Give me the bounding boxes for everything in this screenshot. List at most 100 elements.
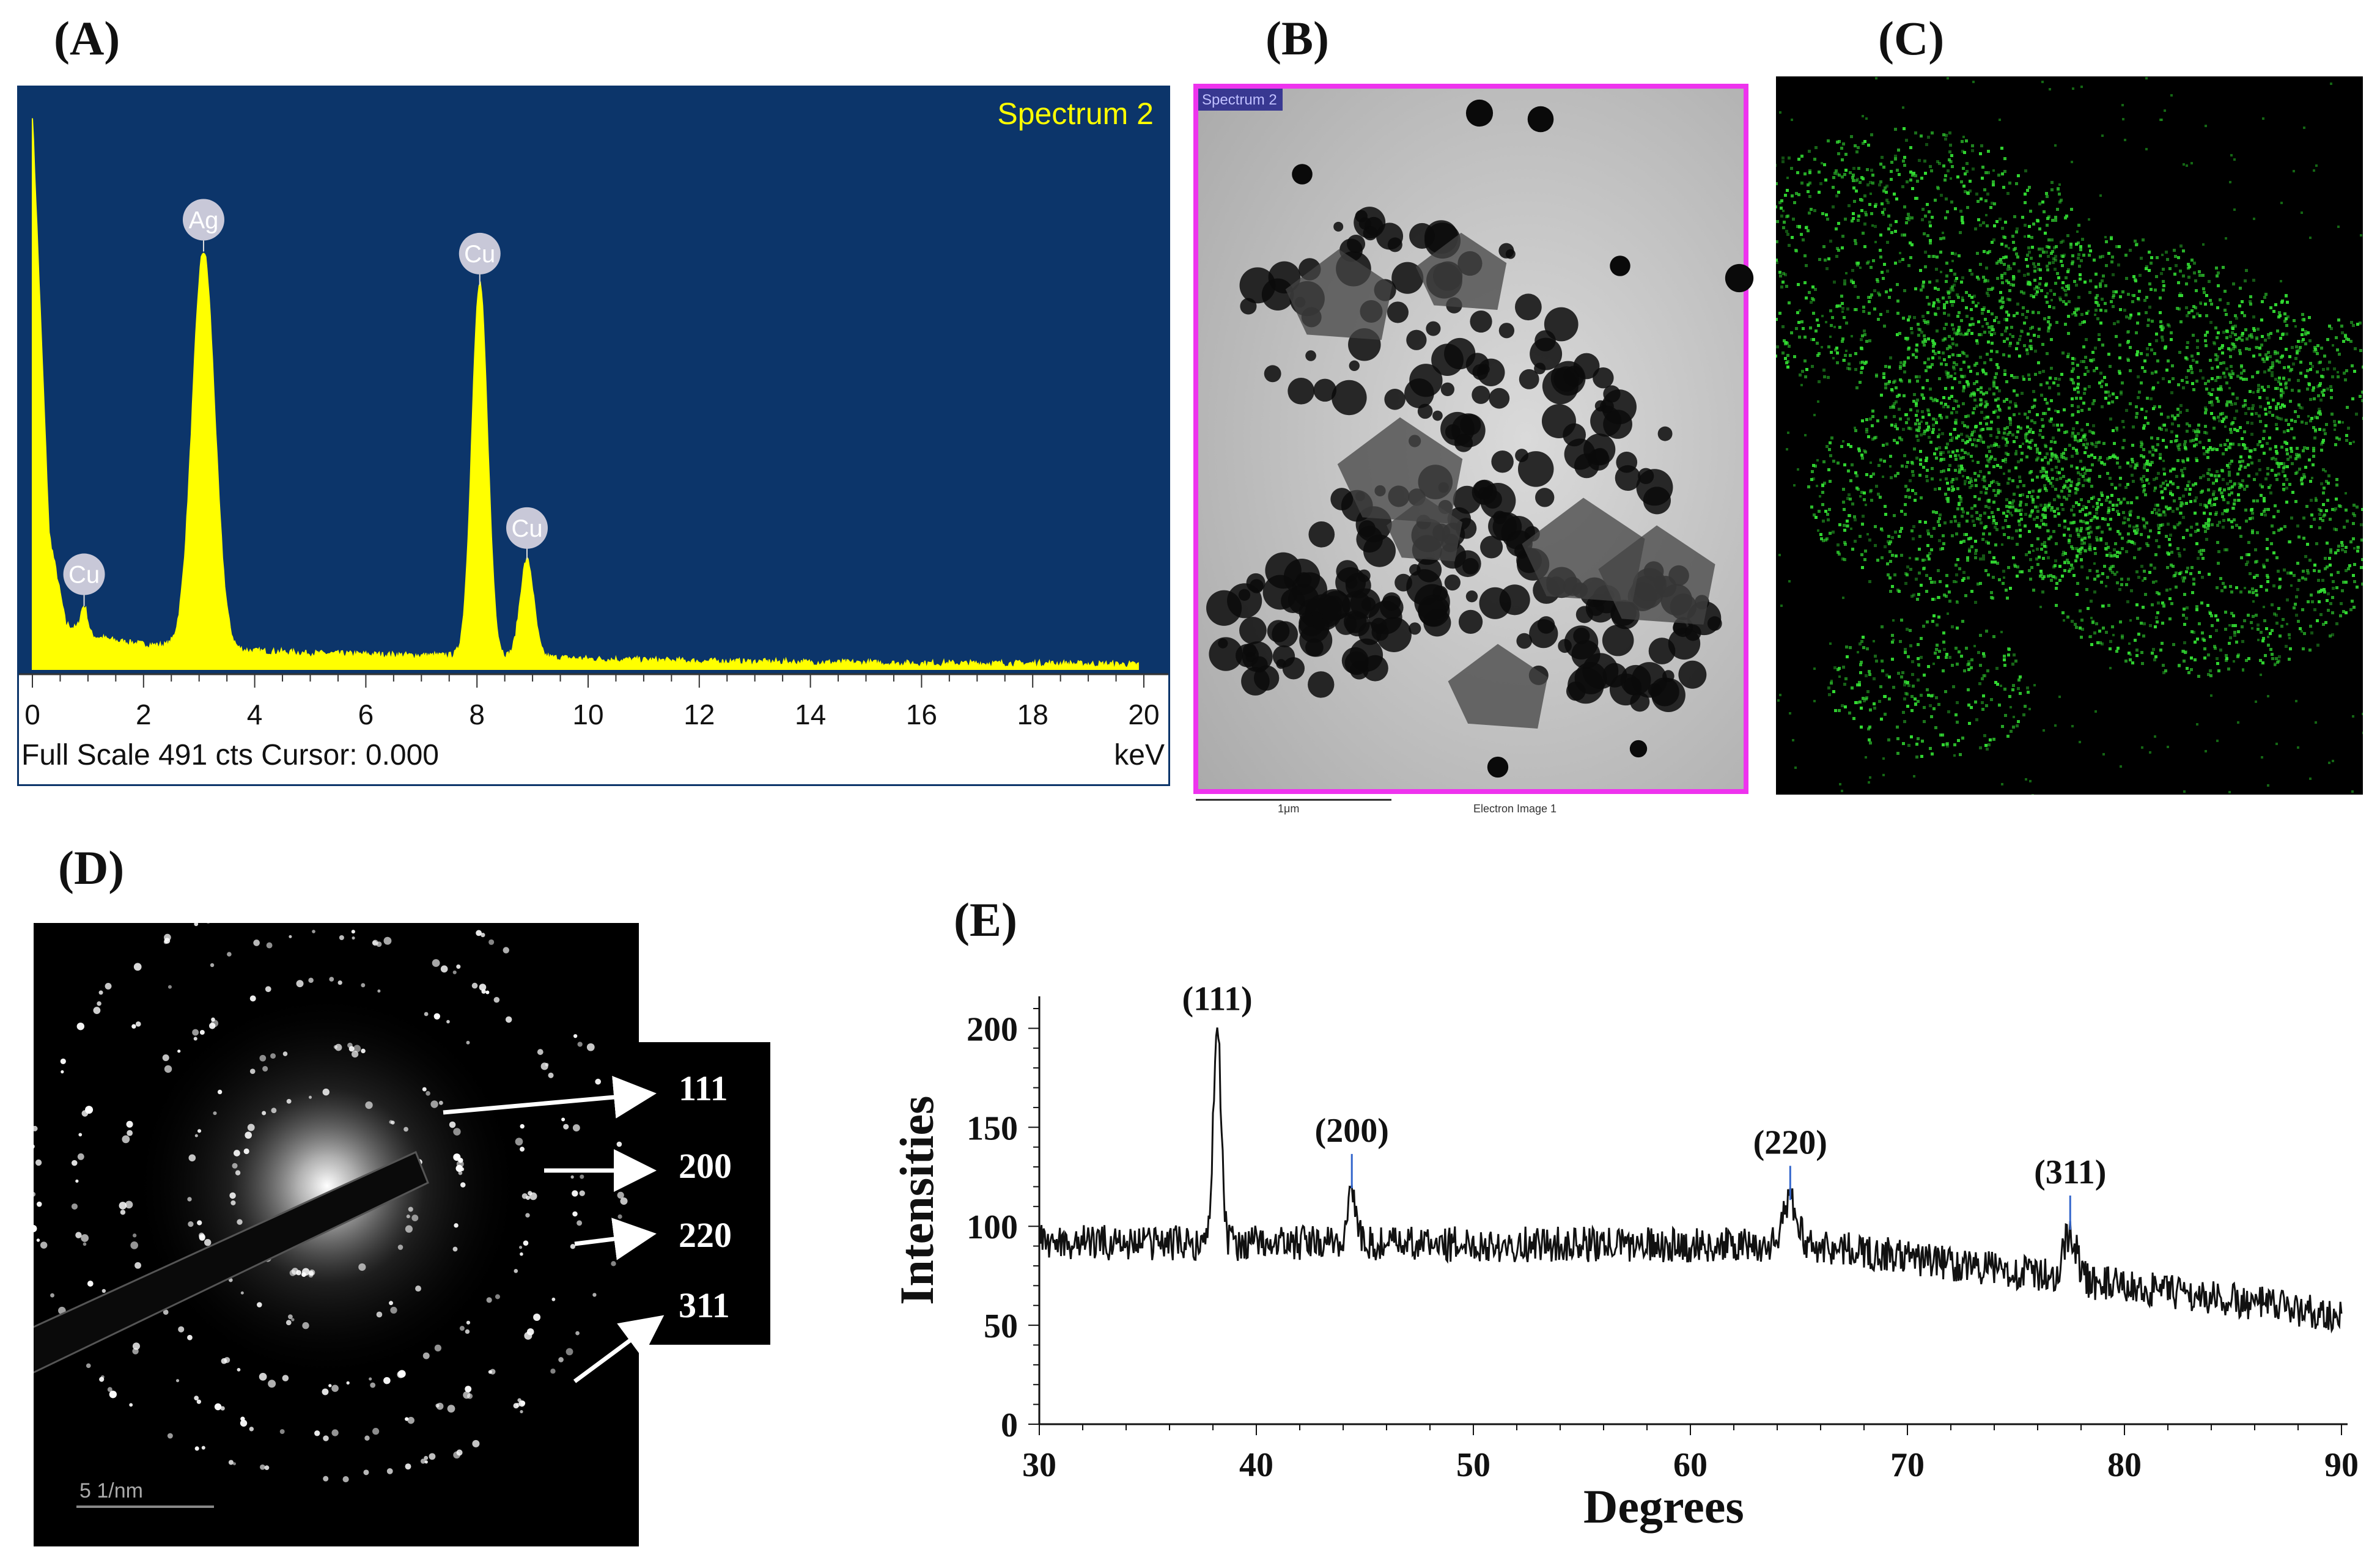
map-signal-dot xyxy=(2214,379,2217,382)
map-signal-dot xyxy=(2075,243,2078,246)
map-signal-dot xyxy=(2147,535,2150,539)
map-signal-dot xyxy=(2294,472,2297,475)
map-signal-dot xyxy=(2161,339,2164,342)
map-signal-dot xyxy=(2311,600,2314,603)
map-signal-dot xyxy=(1909,568,1912,571)
map-signal-dot xyxy=(2252,327,2255,330)
map-signal-dot xyxy=(2227,667,2230,671)
map-signal-dot xyxy=(1843,524,1846,527)
map-signal-dot xyxy=(2063,485,2066,488)
map-signal-dot xyxy=(2362,417,2363,420)
map-signal-dot xyxy=(2064,323,2067,326)
map-signal-dot xyxy=(1978,435,1981,438)
map-signal-dot xyxy=(2241,311,2244,314)
map-signal-dot xyxy=(1874,655,1877,658)
map-signal-dot xyxy=(1967,668,1970,671)
nanoparticle xyxy=(1544,307,1579,342)
map-signal-dot xyxy=(1999,300,2002,303)
map-signal-dot xyxy=(1940,470,1943,473)
map-signal-dot xyxy=(1843,508,1846,511)
map-signal-dot xyxy=(1935,421,1938,424)
map-signal-dot xyxy=(2104,391,2107,394)
map-signal-dot xyxy=(2075,397,2078,400)
eds-x-tick-label: 10 xyxy=(572,699,603,730)
map-signal-dot xyxy=(2285,295,2288,298)
map-signal-dot xyxy=(2336,348,2339,351)
map-signal-dot xyxy=(2058,193,2061,196)
map-signal-dot xyxy=(2228,493,2231,496)
map-signal-dot xyxy=(1991,511,1994,514)
map-signal-dot xyxy=(1993,319,1996,322)
map-signal-dot xyxy=(1947,497,1950,500)
map-signal-dot xyxy=(2035,524,2038,527)
map-signal-dot xyxy=(2244,587,2246,589)
map-signal-dot xyxy=(1956,354,1959,357)
map-signal-dot xyxy=(1900,510,1903,513)
map-signal-dot xyxy=(1954,713,1958,716)
map-signal-dot xyxy=(2020,458,2023,461)
map-signal-dot xyxy=(2152,407,2155,410)
map-signal-dot xyxy=(1779,694,1781,696)
map-signal-dot xyxy=(1851,219,1854,222)
map-signal-dot xyxy=(2197,424,2200,427)
map-signal-dot xyxy=(2054,559,2057,562)
map-signal-dot xyxy=(2192,359,2195,362)
map-signal-dot xyxy=(2038,452,2041,455)
map-signal-dot xyxy=(2241,479,2244,482)
map-signal-dot xyxy=(2010,374,2013,377)
map-signal-dot xyxy=(2189,488,2192,491)
map-signal-dot xyxy=(1943,521,1947,524)
map-signal-dot xyxy=(1862,232,1865,235)
map-signal-dot xyxy=(1945,280,1948,283)
map-signal-dot xyxy=(1992,180,1995,183)
map-signal-dot xyxy=(1994,543,1997,546)
map-signal-dot xyxy=(2061,264,2064,267)
map-signal-dot xyxy=(2154,487,2157,490)
map-signal-dot xyxy=(1776,318,1778,321)
map-signal-dot xyxy=(2033,265,2036,268)
map-signal-dot xyxy=(1860,347,1863,350)
map-signal-dot xyxy=(2123,309,2126,312)
map-signal-dot xyxy=(2266,559,2269,562)
map-signal-dot xyxy=(1846,655,1849,658)
map-signal-dot xyxy=(1891,389,1894,392)
map-signal-dot xyxy=(2161,328,2164,331)
map-signal-dot xyxy=(2095,508,2098,511)
map-signal-dot xyxy=(2047,479,2050,482)
map-signal-dot xyxy=(2137,396,2140,399)
map-signal-dot xyxy=(1938,377,1941,380)
map-signal-dot xyxy=(2019,501,2022,504)
map-signal-dot xyxy=(2144,416,2147,419)
map-signal-dot xyxy=(2187,480,2190,483)
map-signal-dot xyxy=(1986,292,1989,295)
map-signal-dot xyxy=(2233,482,2236,485)
map-signal-dot xyxy=(2246,485,2249,488)
map-signal-dot xyxy=(2274,664,2276,666)
map-signal-dot xyxy=(2120,583,2123,586)
map-signal-dot xyxy=(1967,414,1970,417)
map-signal-dot xyxy=(2249,572,2252,575)
map-signal-dot xyxy=(1829,309,1832,312)
map-signal-dot xyxy=(1972,301,1975,304)
map-signal-dot xyxy=(1961,421,1964,424)
map-signal-dot xyxy=(1851,463,1854,466)
map-signal-dot xyxy=(2080,313,2083,316)
map-signal-dot xyxy=(2116,429,2118,432)
map-signal-dot xyxy=(2099,194,2102,197)
map-signal-dot xyxy=(1893,514,1896,517)
map-signal-dot xyxy=(1854,352,1857,355)
map-signal-dot xyxy=(1992,489,1995,492)
map-signal-dot xyxy=(2131,294,2134,296)
map-signal-dot xyxy=(1849,498,1852,501)
map-signal-dot xyxy=(2000,274,2003,277)
map-signal-dot xyxy=(2038,433,2041,436)
map-signal-dot xyxy=(2229,428,2232,431)
map-signal-dot xyxy=(1954,419,1958,422)
map-signal-dot xyxy=(1940,416,1943,419)
map-signal-dot xyxy=(1859,267,1862,269)
map-signal-dot xyxy=(2058,565,2061,568)
map-signal-dot xyxy=(1847,469,1850,472)
map-signal-dot xyxy=(1917,323,1920,326)
map-signal-dot xyxy=(2219,385,2222,388)
map-signal-dot xyxy=(2244,412,2247,415)
